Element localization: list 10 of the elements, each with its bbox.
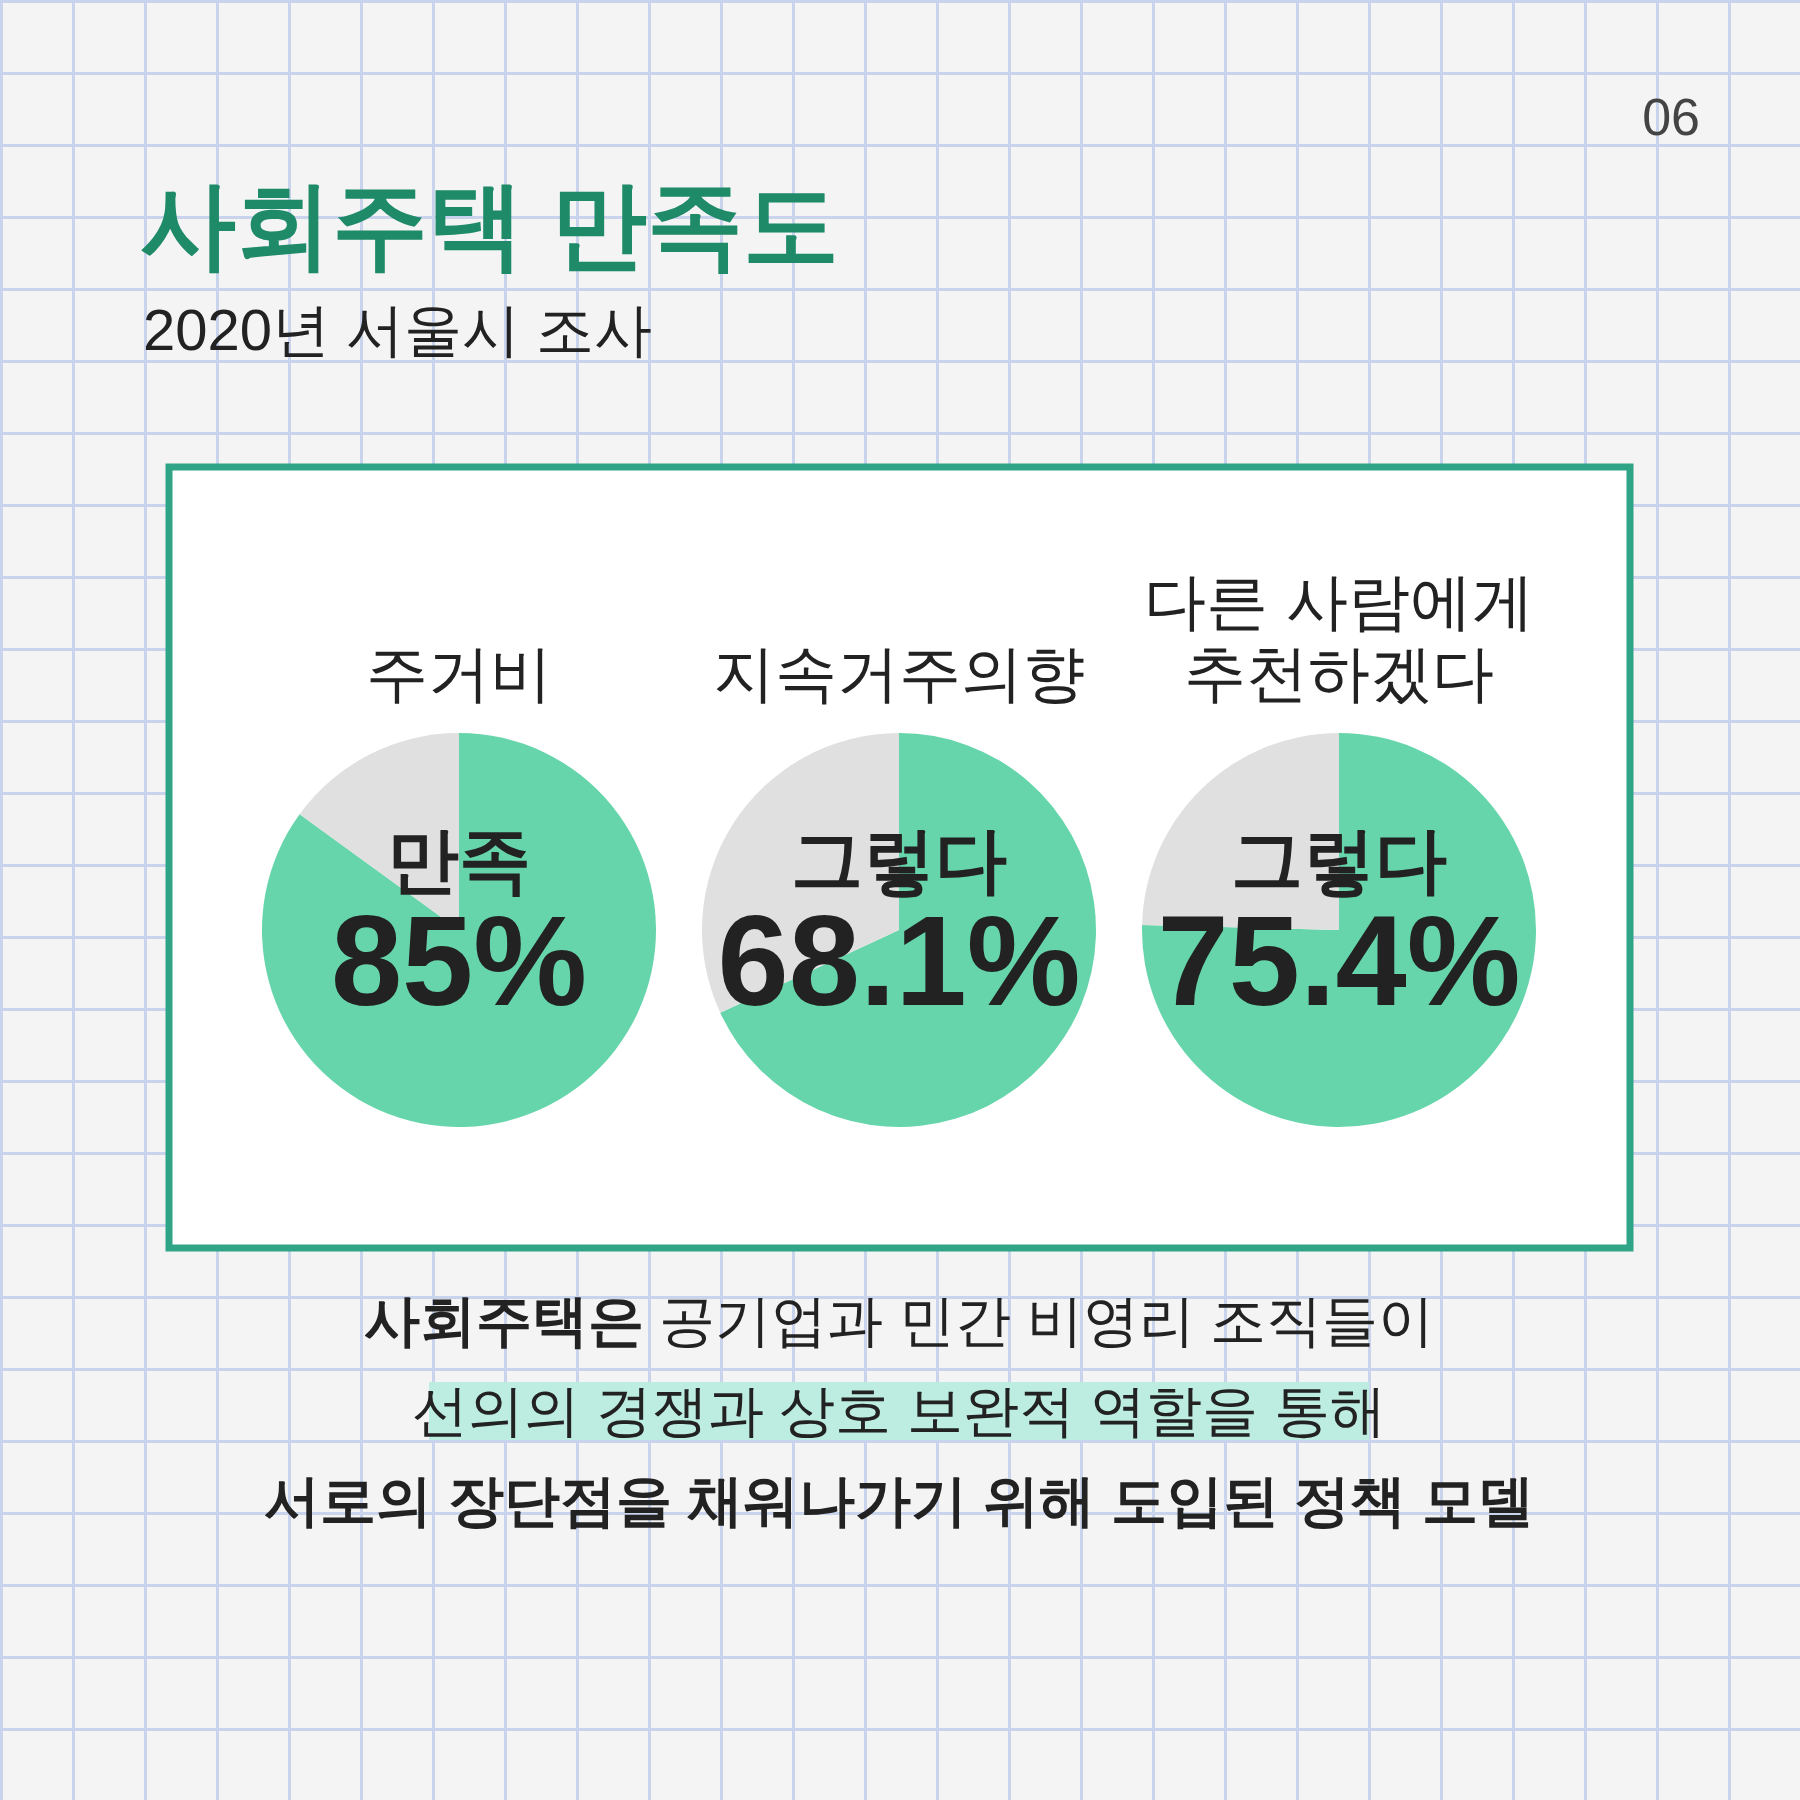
chart-title: 다른 사람에게 추천하겠다 (1144, 567, 1534, 708)
chart-title: 지속거주의향 (713, 639, 1085, 708)
text: 사회주택 만족도 (140, 171, 839, 278)
pie-slice (262, 733, 656, 1127)
text: 사회주택은 공기업과 민간 비영리 조직들이 (363, 1289, 1435, 1352)
text: 선의의 경쟁과 상호 보완적 역할을 통해 (412, 1379, 1386, 1442)
text: 2020년 서울시 조사 (143, 297, 653, 362)
text: 서로의 장단점을 채워나가기 위해 도입된 정책 모델 (264, 1469, 1534, 1532)
chart-title: 주거비 (366, 639, 552, 708)
text: 06 (1642, 88, 1700, 146)
